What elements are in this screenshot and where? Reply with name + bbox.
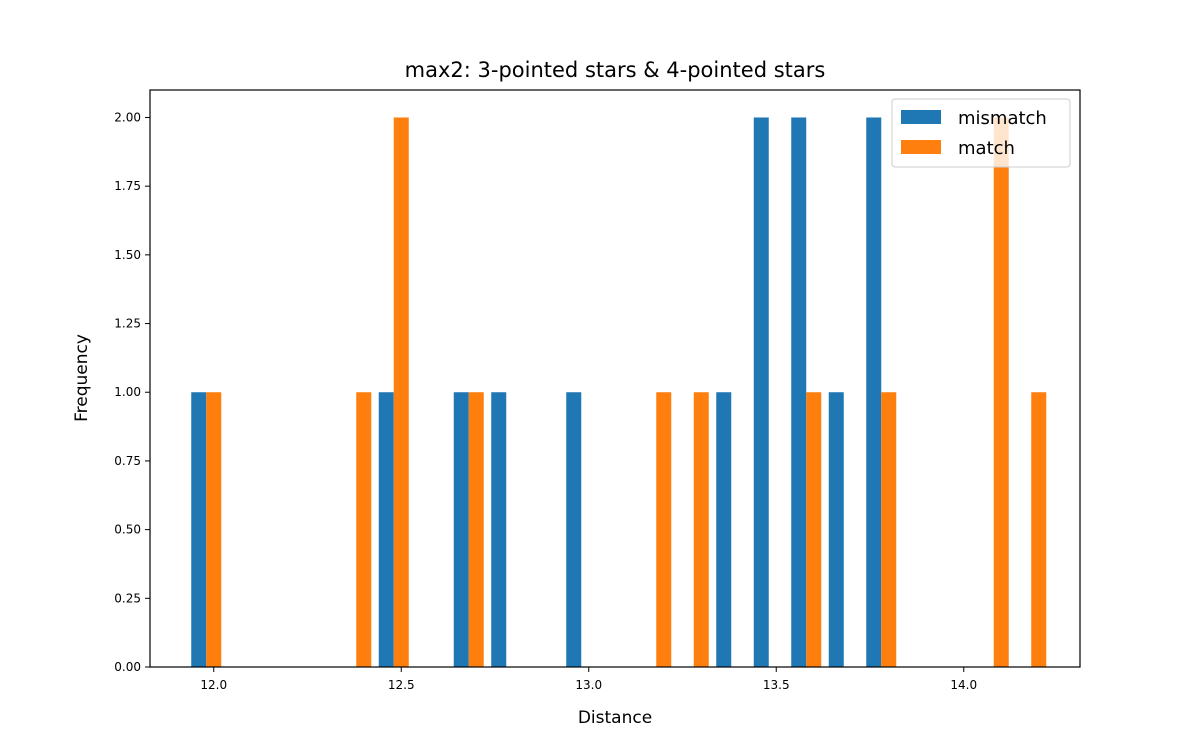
bar-match-3 — [468, 392, 484, 667]
x-axis-label: Distance — [578, 708, 652, 728]
x-tick-label: 12.5 — [388, 678, 415, 692]
y-axis-ticks: 0.00 0.25 0.50 0.75 1.00 1.25 1.50 1.75 2.00 — [114, 110, 150, 674]
plot-frame — [149, 89, 1081, 668]
y-tick-label: 0.00 — [114, 660, 141, 674]
x-tick-label: 13.5 — [763, 678, 790, 692]
y-tick-label: 2.00 — [114, 110, 141, 124]
y-axis-label: Frequency — [72, 334, 92, 422]
legend-swatch-mismatch — [901, 110, 941, 124]
bar-match-5 — [693, 392, 709, 667]
bar-match-8 — [993, 117, 1009, 667]
bar-match-6 — [806, 392, 822, 667]
bar-mismatch-8 — [828, 392, 844, 667]
bar-mismatch-7 — [791, 117, 807, 667]
y-tick-label: 1.00 — [114, 385, 141, 399]
y-tick-label: 0.25 — [114, 591, 141, 605]
bars-layer — [191, 117, 1047, 667]
x-axis-ticks: 12.0 12.5 13.0 13.5 14.0 — [200, 667, 977, 692]
bar-mismatch-6 — [753, 117, 769, 667]
legend-swatch-match — [901, 140, 941, 154]
x-tick-label: 12.0 — [200, 678, 227, 692]
y-tick-label: 1.25 — [114, 317, 141, 331]
bar-match-7 — [881, 392, 897, 667]
bar-match-4 — [656, 392, 672, 667]
bar-mismatch-9 — [866, 117, 882, 667]
bar-match-1 — [356, 392, 372, 667]
bar-match-0 — [206, 392, 222, 667]
bar-mismatch-3 — [491, 392, 507, 667]
y-tick-label: 1.75 — [114, 179, 141, 193]
bar-mismatch-1 — [378, 392, 394, 667]
bar-mismatch-4 — [566, 392, 582, 667]
legend-label-mismatch: mismatch — [958, 108, 1047, 129]
bar-match-2 — [393, 117, 409, 667]
bar-mismatch-5 — [716, 392, 732, 667]
legend: mismatch match — [891, 98, 1071, 168]
x-tick-label: 14.0 — [950, 678, 977, 692]
bar-match-9 — [1031, 392, 1047, 667]
x-tick-label: 13.0 — [575, 678, 602, 692]
y-tick-label: 0.50 — [114, 523, 141, 537]
legend-label-match: match — [958, 138, 1015, 159]
y-tick-label: 1.50 — [114, 248, 141, 262]
chart-title: max2: 3-pointed stars & 4-pointed stars — [405, 58, 826, 82]
bar-mismatch-0 — [191, 392, 207, 667]
bar-mismatch-2 — [453, 392, 469, 667]
y-tick-label: 0.75 — [114, 454, 141, 468]
